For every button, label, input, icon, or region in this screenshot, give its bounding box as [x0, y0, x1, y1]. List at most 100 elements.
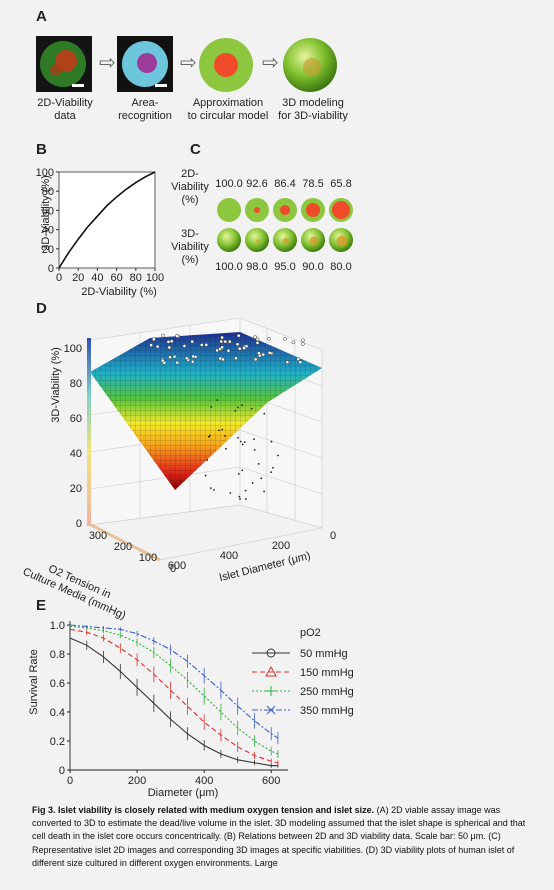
- data-point: [234, 356, 238, 361]
- data-point: [191, 354, 196, 359]
- viability-3d-value: 80.0: [330, 261, 352, 273]
- disc-core: [306, 203, 320, 217]
- series-line: [69, 637, 278, 767]
- z-tick-label: 40: [69, 448, 82, 460]
- x-tick-label: 0: [67, 775, 73, 787]
- diameter-tick-label: 200: [271, 540, 291, 552]
- y-tick-label: 60: [42, 205, 54, 217]
- data-point: [184, 356, 189, 361]
- data-point: [204, 342, 209, 347]
- data-point: [239, 440, 242, 443]
- y-tick-label: 1.0: [50, 620, 65, 632]
- viability-2d-value: 92.6: [246, 178, 268, 190]
- data-point: [257, 463, 260, 465]
- x-tick-label: 0: [56, 272, 62, 284]
- data-point: [235, 342, 240, 347]
- data-point: [225, 447, 227, 450]
- data-point: [270, 440, 273, 443]
- data-point: [208, 434, 211, 437]
- disc-core: [332, 201, 350, 219]
- legend-marker: [266, 705, 276, 715]
- data-point: [199, 343, 204, 347]
- data-point: [250, 407, 253, 410]
- y-tick-label: 80: [42, 186, 54, 198]
- series-line: [69, 624, 279, 739]
- z-tick-label: 80: [69, 378, 82, 390]
- data-point: [261, 352, 265, 357]
- data-point: [218, 429, 220, 432]
- panel-b-letter: B: [36, 141, 47, 158]
- z-tick-label: 20: [69, 483, 82, 495]
- fluorescence-image: [36, 36, 92, 92]
- data-point: [213, 488, 215, 491]
- data-point: [253, 357, 258, 362]
- data-point: [241, 443, 244, 446]
- data-point: [182, 344, 187, 348]
- data-point: [298, 360, 303, 365]
- o2-tick-label: 200: [113, 541, 133, 553]
- data-point: [220, 335, 224, 340]
- data-point: [253, 448, 256, 451]
- data-point: [221, 357, 225, 362]
- sphere-3d-image: [281, 36, 339, 99]
- series-line: [69, 625, 279, 755]
- x-tick-label: 600: [262, 775, 280, 787]
- data-point: [223, 339, 228, 344]
- data-point: [260, 477, 263, 480]
- arrow-right-icon: ⇨: [180, 52, 197, 74]
- area-recognition-image: [117, 36, 173, 92]
- data-point: [224, 435, 226, 437]
- panel-a-letter: A: [36, 8, 47, 25]
- data-point: [209, 487, 212, 490]
- data-point: [241, 404, 243, 407]
- y-tick-label: 20: [42, 244, 54, 256]
- diameter-tick-label: 0: [329, 530, 337, 542]
- data-point: [263, 412, 266, 415]
- o2-axis-bar: [90, 523, 161, 562]
- viability-curve: [58, 171, 156, 269]
- chart-e-ylabel: Survival Rate: [28, 649, 40, 715]
- islet-3d-sphere: [245, 228, 269, 252]
- x-tick-label: 200: [128, 775, 146, 787]
- legend-marker: [265, 665, 277, 677]
- data-point: [172, 354, 177, 359]
- data-point: [257, 353, 262, 358]
- data-point: [238, 495, 241, 498]
- step-label: Approximation to circular model: [187, 97, 269, 122]
- data-point: [285, 360, 290, 364]
- data-point: [300, 342, 305, 346]
- z-tick-label: 0: [75, 518, 82, 530]
- islet-3d-sphere: [273, 228, 297, 252]
- o2-tick-label: 0: [169, 563, 177, 575]
- data-point: [237, 472, 240, 475]
- panel-c-letter: C: [190, 141, 201, 158]
- data-point: [272, 466, 274, 469]
- series-line: [69, 628, 279, 764]
- data-point: [244, 498, 247, 500]
- data-point: [242, 346, 246, 350]
- data-point: [291, 340, 296, 345]
- islet-2d-disc: [245, 198, 269, 222]
- data-point: [243, 441, 246, 444]
- data-point: [251, 482, 254, 484]
- data-point: [277, 454, 279, 457]
- y-tick-label: 0.2: [50, 736, 65, 748]
- viability-2d-value: 65.8: [330, 178, 352, 190]
- data-point: [152, 337, 156, 342]
- data-point: [169, 339, 174, 344]
- diameter-tick-label: 400: [219, 550, 239, 562]
- disc-core: [254, 207, 260, 213]
- data-point: [162, 360, 167, 365]
- data-point: [239, 498, 241, 500]
- viability-2d-value: 100.0: [215, 178, 243, 190]
- islet-2d-disc: [301, 198, 325, 222]
- data-point: [283, 337, 287, 341]
- sphere-core: [256, 239, 260, 243]
- diameter-tick-label: 600: [167, 560, 187, 572]
- data-point: [207, 436, 210, 438]
- data-point: [229, 492, 232, 494]
- data-point: [296, 357, 301, 361]
- panel-e-letter: E: [36, 597, 47, 614]
